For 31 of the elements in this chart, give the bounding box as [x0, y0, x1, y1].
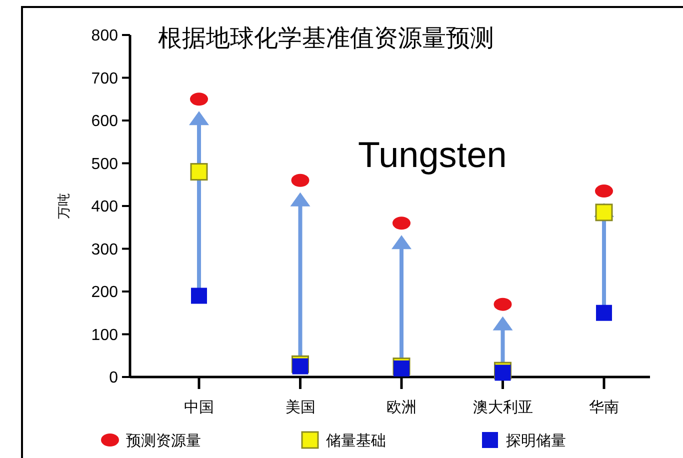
chart-title: 根据地球化学基准值资源量预测	[158, 24, 494, 52]
y-tick-label: 800	[91, 28, 118, 45]
y-tick-label: 400	[91, 198, 118, 216]
y-tick-label: 100	[91, 326, 118, 344]
x-tick-label: 中国	[184, 398, 214, 416]
y-tick-label: 300	[91, 241, 118, 258]
y-tick-label: 700	[91, 70, 118, 88]
point	[494, 298, 512, 311]
annotation: Tungsten	[358, 134, 507, 175]
point	[191, 288, 207, 304]
y-tick-label: 500	[91, 156, 118, 173]
legend-label: 预测资源量	[126, 431, 201, 450]
point	[494, 364, 511, 381]
x-tick-label: 澳大利亚	[472, 398, 533, 416]
point	[596, 304, 612, 321]
point	[190, 163, 208, 181]
point	[392, 216, 410, 230]
x-tick-label: 美国	[285, 398, 316, 416]
legend-label: 探明储量	[506, 431, 566, 450]
point	[595, 204, 613, 222]
x-tick-label: 华南	[589, 398, 619, 416]
y-tick-label: 200	[91, 284, 118, 302]
point	[292, 358, 308, 374]
point	[595, 184, 613, 198]
point	[190, 92, 208, 106]
legend-label: 储量基础	[326, 431, 386, 450]
y-axis-title: 万吨	[57, 193, 72, 219]
x-tick-label: 欧洲	[386, 398, 416, 416]
y-tick-label: 600	[91, 113, 118, 130]
y-tick-label: 0	[109, 370, 118, 387]
point	[291, 174, 310, 187]
